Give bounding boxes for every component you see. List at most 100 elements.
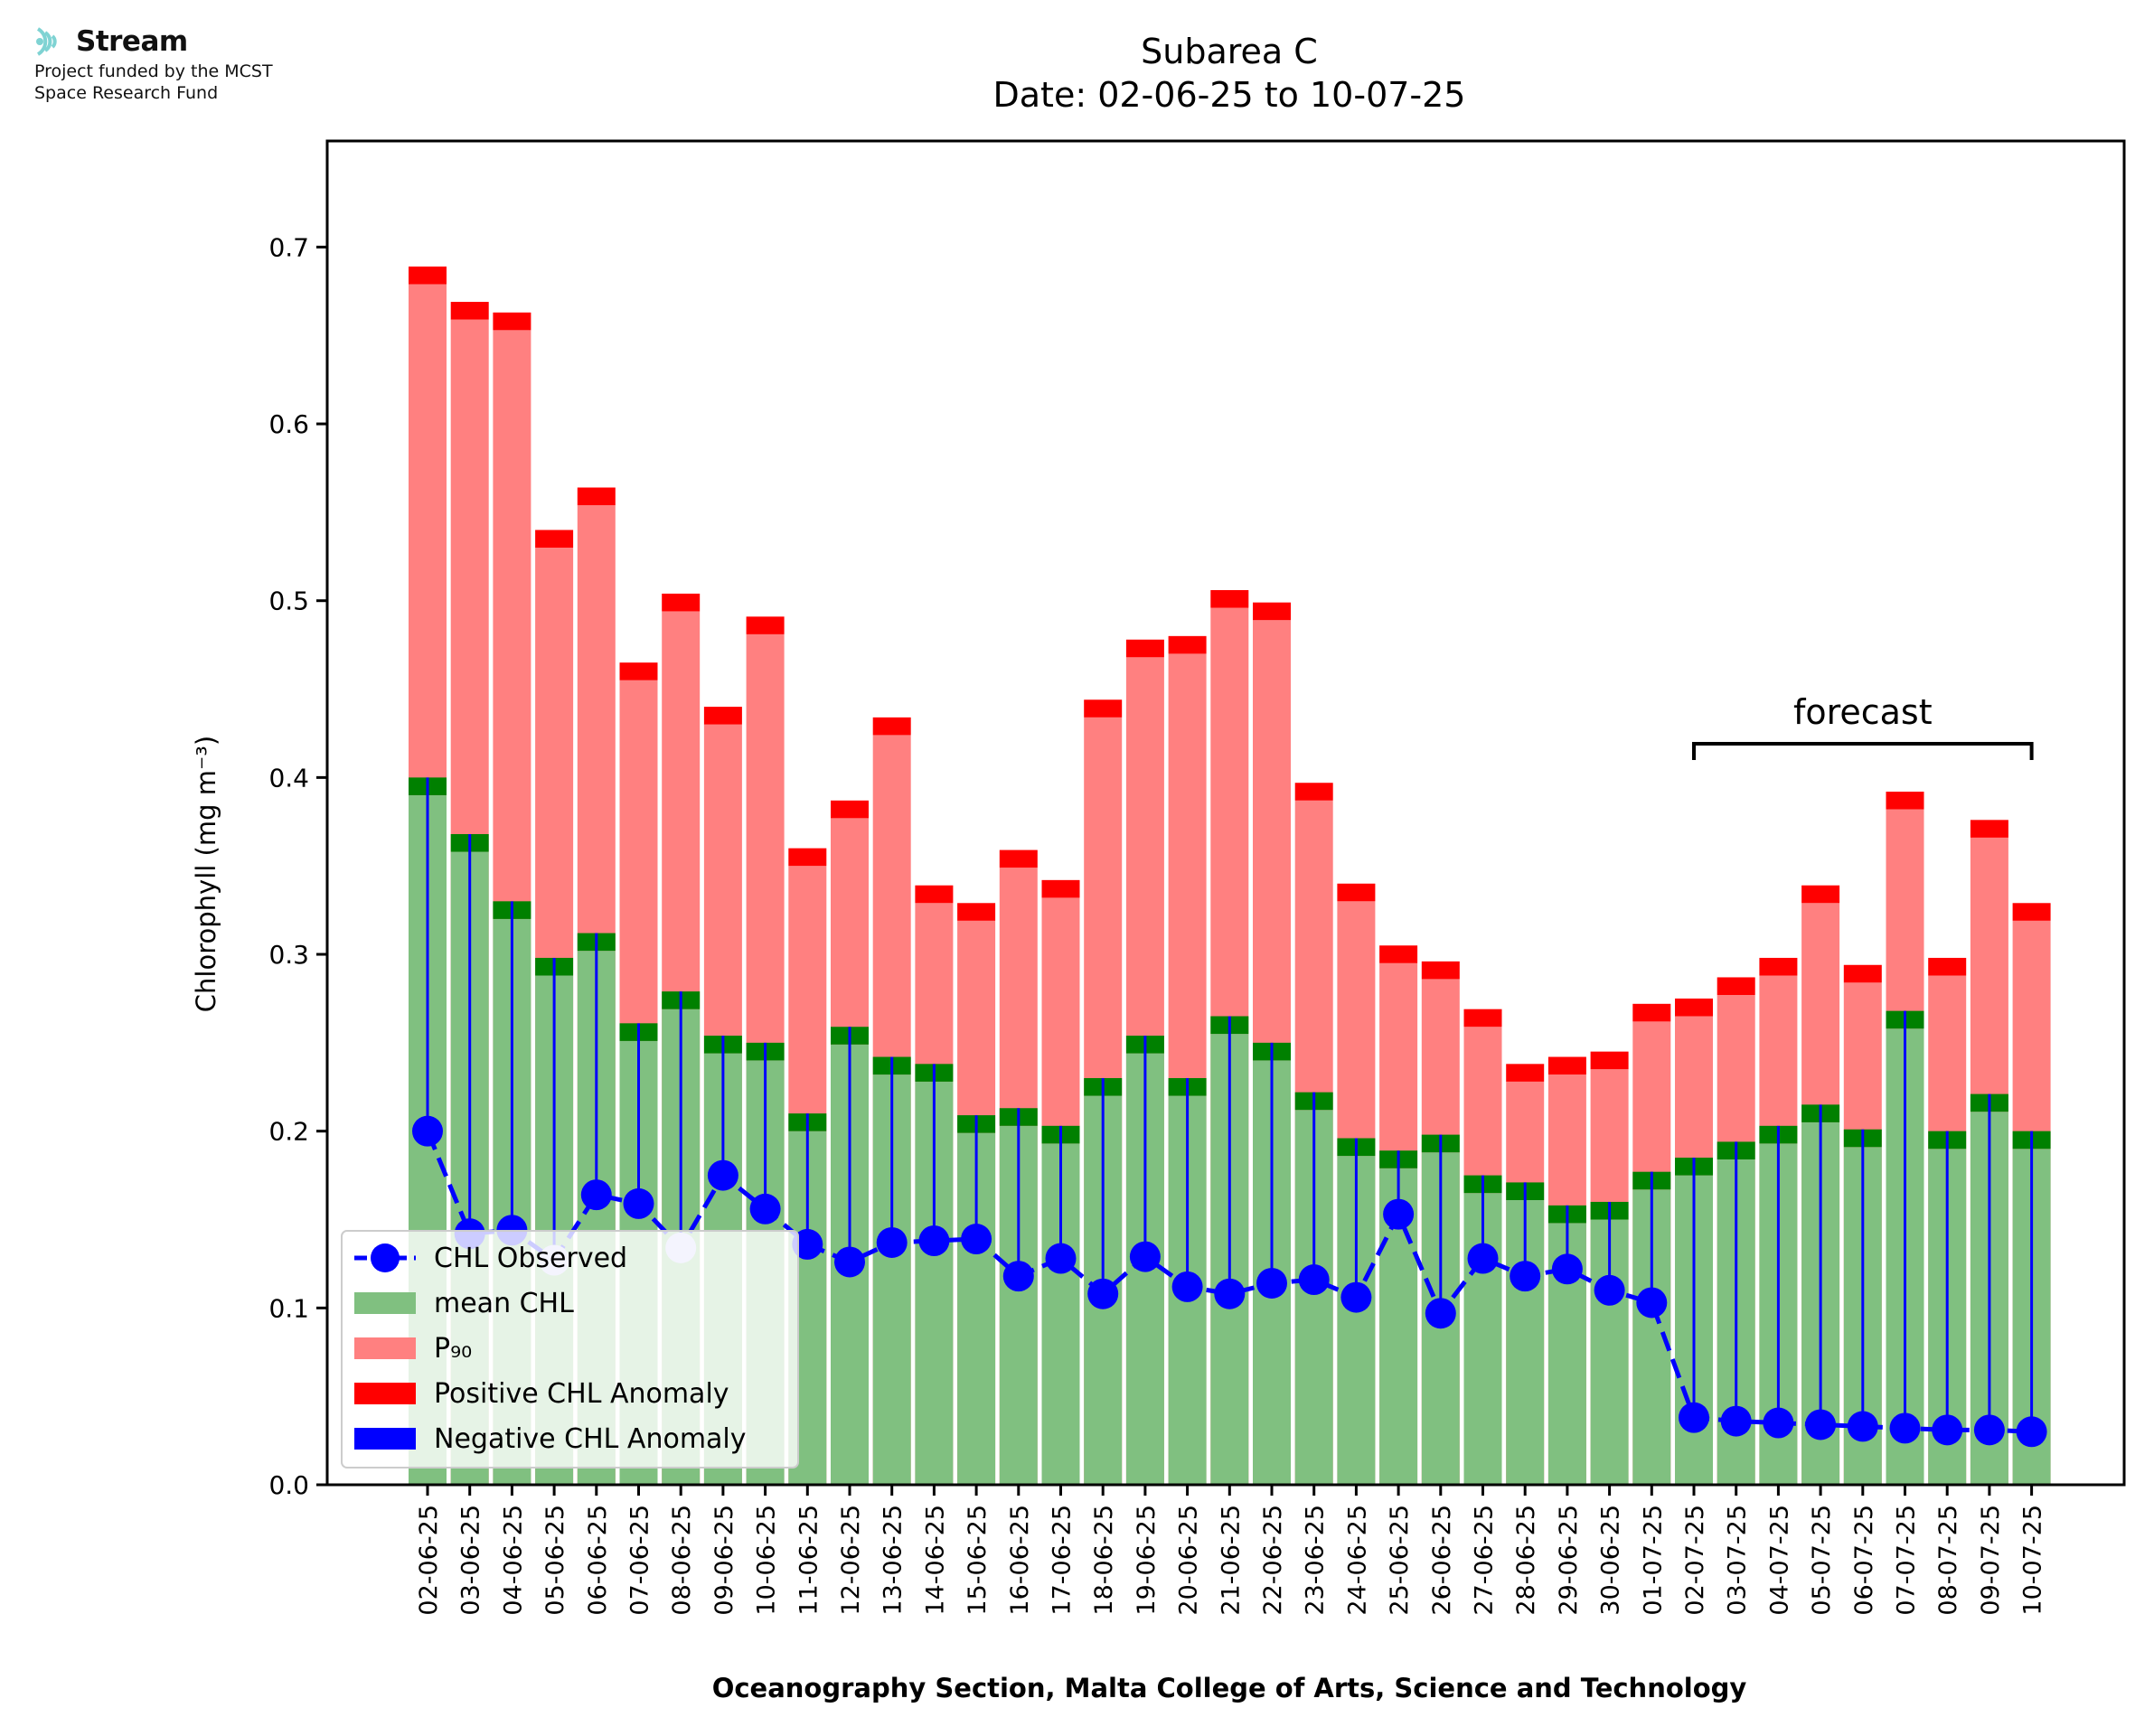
p90-cap: [915, 885, 954, 904]
axes-layer: 0.0 0.1 0.2 0.3 0.4 0.5 0.6 0.7 02-06-25 03-06-25…: [268, 139, 2126, 1616]
p90-cap: [1970, 820, 2008, 838]
x-tick-label: 17-06-25: [1049, 1505, 1077, 1616]
p90-cap: [535, 530, 574, 549]
forecast-annotation: forecast: [1692, 692, 2034, 760]
observed-point: [792, 1228, 823, 1260]
observed-point: [1763, 1407, 1794, 1439]
p90-cap: [1294, 783, 1333, 801]
x-tick-label: 19-06-25: [1133, 1505, 1161, 1616]
p90-cap: [619, 662, 658, 680]
legend-label: mean CHL: [434, 1288, 574, 1319]
x-tick-label: 08-07-25: [1934, 1505, 1962, 1616]
p90-cap: [1168, 635, 1207, 654]
observed-point: [1932, 1414, 1963, 1446]
observed-point: [1298, 1264, 1330, 1296]
observed-line-layer: [412, 1115, 2047, 1448]
x-tick-label: 26-06-25: [1428, 1505, 1456, 1616]
y-axis-label: Chlorophyll (mg m⁻³): [191, 736, 221, 1012]
p90-cap: [1886, 792, 1924, 810]
legend: CHL Observed mean CHL P₉₀ Positive CHL Anom…: [341, 1230, 799, 1469]
observed-point: [1973, 1414, 2005, 1446]
observed-point: [1002, 1261, 1034, 1292]
observed-point: [749, 1193, 781, 1225]
legend-patch: [354, 1428, 416, 1450]
x-tick-label: 10-06-25: [753, 1505, 781, 1616]
y-tick-label: 0.2: [268, 1117, 309, 1147]
observed-point: [1256, 1267, 1287, 1299]
legend-label: CHL Observed: [434, 1243, 627, 1274]
logo-subtitle-line1: Project funded by the MCST: [34, 61, 273, 81]
y-tick-label: 0.6: [268, 409, 309, 439]
legend-label: Negative CHL Anomaly: [434, 1423, 747, 1455]
logo-subtitle-line2: Space Research Fund: [34, 83, 219, 103]
anomaly-stems-layer: [426, 777, 2034, 1432]
y-tick-label: 0.0: [268, 1470, 309, 1500]
p90-cap: [999, 849, 1038, 868]
x-tick-label: 23-06-25: [1302, 1505, 1330, 1616]
legend-label: P₉₀: [434, 1333, 472, 1365]
observed-point: [876, 1226, 908, 1258]
logo: Stream Project funded by the MCST Space …: [34, 23, 273, 103]
x-tick-label: 09-07-25: [1977, 1505, 2005, 1616]
observed-point: [1340, 1281, 1372, 1313]
p90-cap: [788, 848, 827, 867]
x-tick-label: 11-06-25: [795, 1505, 823, 1616]
x-tick-label: 06-07-25: [1850, 1505, 1878, 1616]
p90-cap: [577, 487, 616, 506]
p90-cap: [1125, 639, 1164, 658]
p90-cap: [1717, 977, 1755, 996]
x-tick-label: 06-06-25: [584, 1505, 612, 1616]
x-tick-label: 02-07-25: [1681, 1505, 1709, 1616]
p90-cap: [1801, 885, 1840, 904]
x-tick-label: 20-06-25: [1175, 1505, 1203, 1616]
observed-point: [1679, 1402, 1709, 1433]
x-tick-label: 21-06-25: [1217, 1505, 1245, 1616]
observed-point: [1720, 1405, 1752, 1437]
x-tick-label: 09-06-25: [710, 1505, 738, 1616]
observed-point: [707, 1159, 738, 1191]
p90-cap: [1463, 1009, 1502, 1028]
x-tick-label: 10-07-25: [2019, 1505, 2047, 1616]
p90-cap: [450, 302, 489, 320]
chart-title: Subarea C: [1141, 32, 1318, 71]
y-tick-label: 0.3: [268, 940, 309, 970]
x-tick-label: 03-07-25: [1724, 1505, 1752, 1616]
observed-point: [1467, 1243, 1499, 1274]
x-tick-label: 15-06-25: [964, 1505, 992, 1616]
y-tick-label: 0.4: [268, 763, 309, 793]
legend-patch: [354, 1383, 416, 1404]
y-tick-label: 0.7: [268, 232, 309, 262]
chart-subtitle: Date: 02-06-25 to 10-07-25: [993, 75, 1466, 115]
p90-cap: [872, 717, 911, 736]
observed-point: [1636, 1287, 1668, 1318]
x-tick-label: 12-06-25: [837, 1505, 865, 1616]
observed-point: [580, 1179, 612, 1211]
observed-point: [1171, 1271, 1203, 1302]
y-tick-label: 0.1: [268, 1293, 309, 1323]
x-tick-label: 22-06-25: [1259, 1505, 1287, 1616]
p90-cap: [1843, 964, 1882, 983]
plot-frame: [325, 139, 2126, 1487]
observed-point: [1214, 1278, 1246, 1309]
x-tick-label: 03-06-25: [457, 1505, 485, 1616]
p90-cap: [409, 266, 447, 285]
stream-logo-icon: [36, 27, 57, 56]
p90-cap: [1337, 883, 1376, 902]
x-tick-label: 07-07-25: [1893, 1505, 1921, 1616]
forecast-bracket: [1692, 742, 2034, 760]
observed-point: [623, 1187, 654, 1219]
observed-point: [918, 1225, 950, 1256]
p90-cap: [1041, 879, 1080, 898]
p90-cap: [1632, 1003, 1671, 1022]
logo-name: Stream: [76, 25, 188, 58]
observed-point: [412, 1115, 443, 1147]
p90-cap: [1547, 1056, 1586, 1075]
legend-patch: [354, 1337, 416, 1359]
x-tick-label: 01-07-25: [1639, 1505, 1667, 1616]
x-tick-label: 07-06-25: [626, 1505, 654, 1616]
legend-marker: [371, 1243, 400, 1272]
x-tick-label: 02-06-25: [415, 1505, 443, 1616]
observed-point: [1045, 1243, 1077, 1274]
p90-cap: [1759, 957, 1798, 976]
